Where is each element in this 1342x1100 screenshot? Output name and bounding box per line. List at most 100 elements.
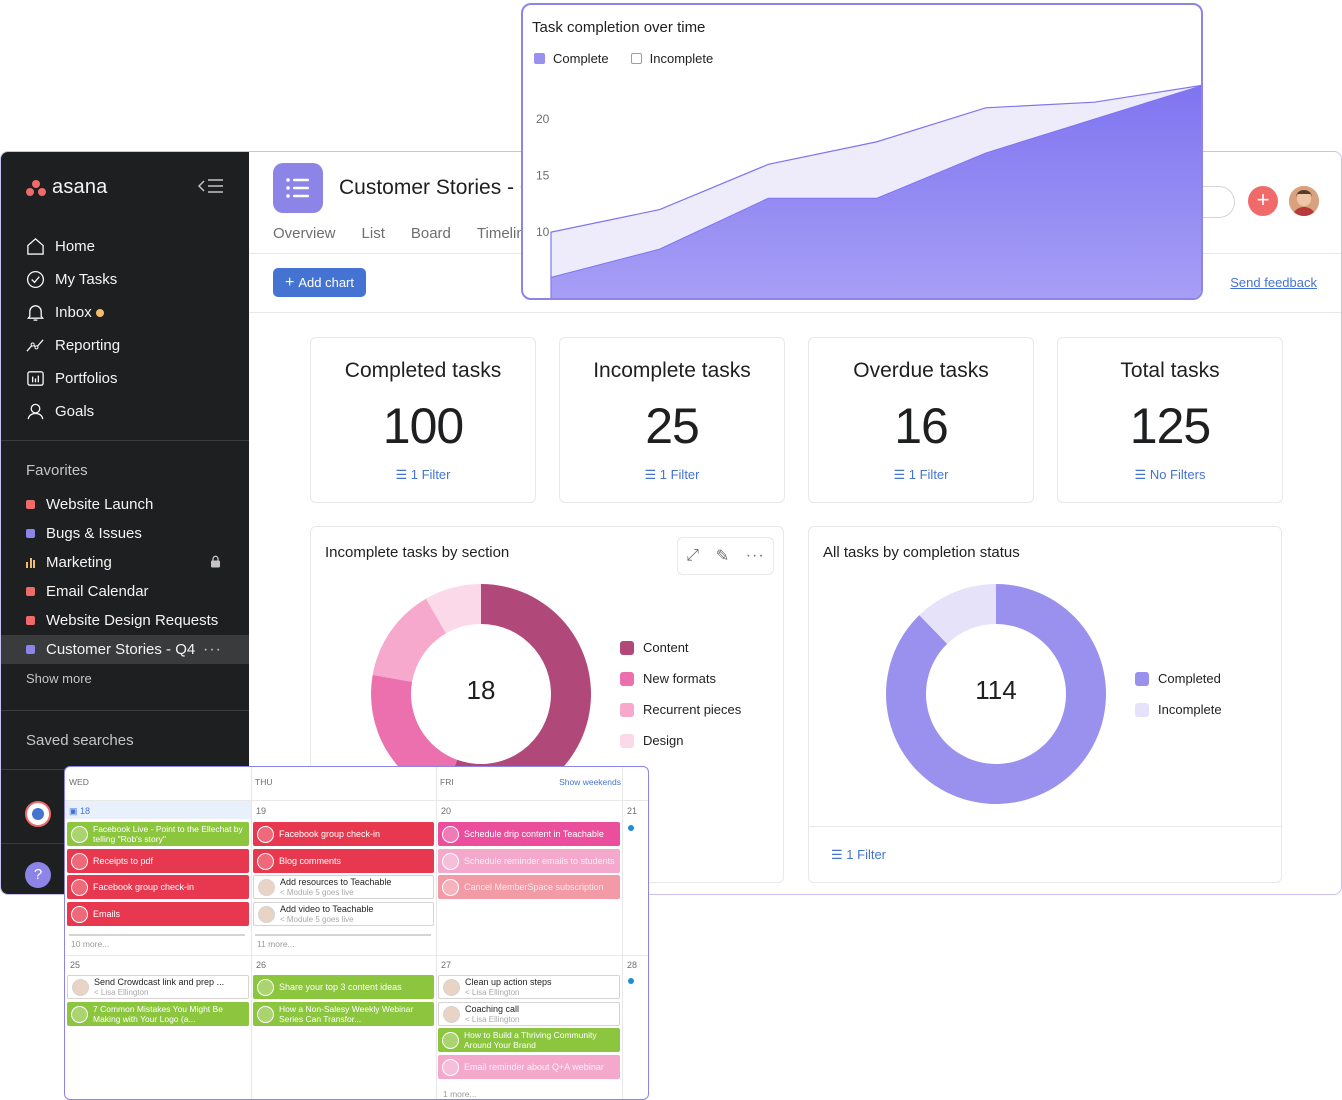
calendar-task[interactable]: Add video to Teachable < Module 5 goes li… — [253, 902, 434, 926]
chart-card-completion-status[interactable]: All tasks by completion status 114 Compl… — [808, 526, 1282, 883]
calendar-task[interactable]: Coaching call < Lisa Ellington — [438, 1002, 620, 1026]
stat-card-completed[interactable]: Completed tasks 100 ☰ 1 Filter — [310, 337, 536, 503]
nav-home[interactable]: Home — [26, 230, 120, 263]
add-chart-button[interactable]: + Add chart — [273, 268, 366, 297]
calendar-task[interactable]: Facebook group check-in — [253, 822, 434, 846]
task-completion-chart-card[interactable]: Task completion over time Complete Incom… — [521, 3, 1203, 300]
favorite-email-calendar[interactable]: Email Calendar — [1, 577, 249, 606]
chart-filter[interactable]: ☰ 1 Filter — [831, 847, 886, 863]
favorite-website-design-requests[interactable]: Website Design Requests — [1, 606, 249, 635]
nav-my-tasks[interactable]: My Tasks — [26, 263, 120, 296]
stat-filter[interactable]: ☰ 1 Filter — [809, 467, 1033, 483]
favorite-bugs-issues[interactable]: Bugs & Issues — [1, 519, 249, 548]
calendar-date: 27 — [441, 960, 452, 970]
tab-list[interactable]: List — [361, 225, 385, 242]
nav-portfolios[interactable]: Portfolios — [26, 362, 120, 395]
show-weekends-link[interactable]: Show weekends — [559, 777, 621, 787]
edit-icon[interactable]: ✎ — [715, 548, 730, 565]
check-circle-icon — [26, 270, 45, 289]
calendar-task[interactable]: Clean up action steps < Lisa Ellington — [438, 975, 620, 999]
status-slice[interactable] — [919, 584, 996, 644]
sidebar-divider — [1, 710, 249, 711]
more-tasks-link[interactable]: 1 more... — [443, 1089, 477, 1099]
project-tabs: Overview List Board Timeline — [273, 225, 533, 242]
chart-card-incomplete-by-section[interactable]: Incomplete tasks by section ⤢ ✎ ··· 18 C… — [310, 526, 784, 883]
section-slice[interactable] — [372, 598, 446, 682]
calendar-task[interactable]: Schedule reminder emails to students — [438, 849, 620, 873]
status-slice[interactable] — [885, 584, 1106, 804]
legend-label: Complete — [553, 51, 609, 66]
send-feedback-link[interactable]: Send feedback — [1230, 275, 1317, 290]
calendar-task[interactable]: Schedule drip content in Teachable — [438, 822, 620, 846]
quick-add-button[interactable]: + — [1248, 186, 1278, 216]
calendar-task[interactable]: Facebook Live - Point to the Ellechat by… — [67, 822, 249, 846]
favorite-customer-stories[interactable]: Customer Stories - Q4 ··· — [1, 635, 249, 664]
calendar-card[interactable]: WED THU FRI Show weekends ▣ 18 19 20 21 … — [64, 766, 649, 1100]
calendar-column-divider — [436, 767, 437, 1099]
section-slice[interactable] — [443, 584, 591, 804]
expand-icon[interactable]: ⤢ — [686, 547, 700, 564]
scroll-indicator — [255, 934, 431, 936]
section-slice[interactable] — [426, 584, 481, 634]
legend-item[interactable]: New formats — [620, 663, 741, 694]
legend-item-complete[interactable]: Complete — [534, 51, 609, 66]
stat-filter[interactable]: ☰ 1 Filter — [311, 467, 535, 483]
calendar-task[interactable]: Share your top 3 content ideas — [253, 975, 434, 999]
stat-filter[interactable]: ☰ 1 Filter — [560, 467, 784, 483]
tab-board[interactable]: Board — [410, 225, 451, 242]
show-more-link[interactable]: Show more — [26, 671, 92, 686]
calendar-task[interactable]: How to Build a Thriving Community Around… — [438, 1028, 620, 1052]
user-avatar[interactable] — [1289, 186, 1319, 216]
favorite-marketing[interactable]: Marketing — [1, 548, 249, 577]
nav-goals[interactable]: Goals — [26, 395, 120, 428]
help-icon[interactable]: ? — [25, 862, 51, 888]
calendar-task[interactable]: 7 Common Mistakes You Might Be Making wi… — [67, 1002, 249, 1026]
more-tasks-link[interactable]: 10 more... — [71, 939, 110, 949]
stat-card-total[interactable]: Total tasks 125 ☰ No Filters — [1057, 337, 1283, 503]
legend-item[interactable]: Recurrent pieces — [620, 694, 741, 725]
legend-label: Completed — [1158, 671, 1221, 686]
legend-item[interactable]: Incomplete — [1135, 694, 1222, 725]
calendar-task[interactable]: Email reminder about Q+A webinar — [438, 1055, 620, 1079]
calendar-task[interactable]: Add resources to Teachable < Module 5 goe… — [253, 875, 434, 899]
legend-label: Recurrent pieces — [643, 702, 742, 717]
calendar-task[interactable]: Emails — [67, 902, 249, 926]
calendar-task[interactable]: Facebook group check-in — [67, 875, 249, 899]
nav-inbox[interactable]: Inbox — [26, 296, 120, 329]
stat-card-overdue[interactable]: Overdue tasks 16 ☰ 1 Filter — [808, 337, 1034, 503]
tab-overview[interactable]: Overview — [273, 225, 336, 242]
calendar-task[interactable]: How a Non-Salesy Weekly Webinar Series C… — [253, 1002, 434, 1026]
chart-toolbar: ⤢ ✎ ··· — [677, 537, 774, 575]
workspace-avatar[interactable] — [25, 801, 51, 827]
more-tasks-link[interactable]: 11 more... — [257, 939, 295, 949]
legend-item-incomplete[interactable]: Incomplete — [630, 51, 713, 66]
more-options-icon[interactable]: ··· — [203, 640, 222, 658]
tab-timeline[interactable]: Timeline — [476, 225, 534, 242]
calendar-task[interactable]: Cancel MemberSpace subscription — [438, 875, 620, 899]
avatar — [72, 978, 89, 996]
donut-chart-status[interactable] — [884, 582, 1108, 806]
calendar-task[interactable]: Receipts to pdf — [67, 849, 249, 873]
calendar-task[interactable]: Blog comments — [253, 849, 434, 873]
home-icon — [27, 238, 44, 255]
stat-filter[interactable]: ☰ No Filters — [1058, 467, 1282, 483]
chart-title: All tasks by completion status — [823, 544, 1020, 561]
nav-reporting[interactable]: Reporting — [26, 329, 120, 362]
saved-searches-heading[interactable]: Saved searches — [26, 732, 134, 749]
calendar-task[interactable]: Send Crowdcast link and prep ... < Lisa E… — [67, 975, 249, 999]
area-chart[interactable]: 10 15 20 — [523, 5, 1203, 300]
add-chart-label: Add chart — [298, 275, 354, 290]
avatar — [71, 1005, 88, 1023]
project-title[interactable]: Customer Stories - Q4 — [339, 176, 548, 199]
legend-item[interactable]: Design — [620, 725, 741, 756]
stat-card-incomplete[interactable]: Incomplete tasks 25 ☰ 1 Filter — [559, 337, 785, 503]
more-options-icon[interactable]: ··· — [745, 547, 765, 564]
favorite-label: Bugs & Issues — [46, 525, 142, 542]
favorite-website-launch[interactable]: Website Launch — [1, 490, 249, 519]
calendar-column-divider — [251, 767, 252, 1099]
collapse-sidebar-icon[interactable] — [197, 178, 224, 196]
asana-logo[interactable]: asana — [26, 176, 108, 199]
search-input[interactable] — [1181, 186, 1235, 218]
legend-item[interactable]: Content — [620, 632, 741, 663]
legend-item[interactable]: Completed — [1135, 663, 1222, 694]
